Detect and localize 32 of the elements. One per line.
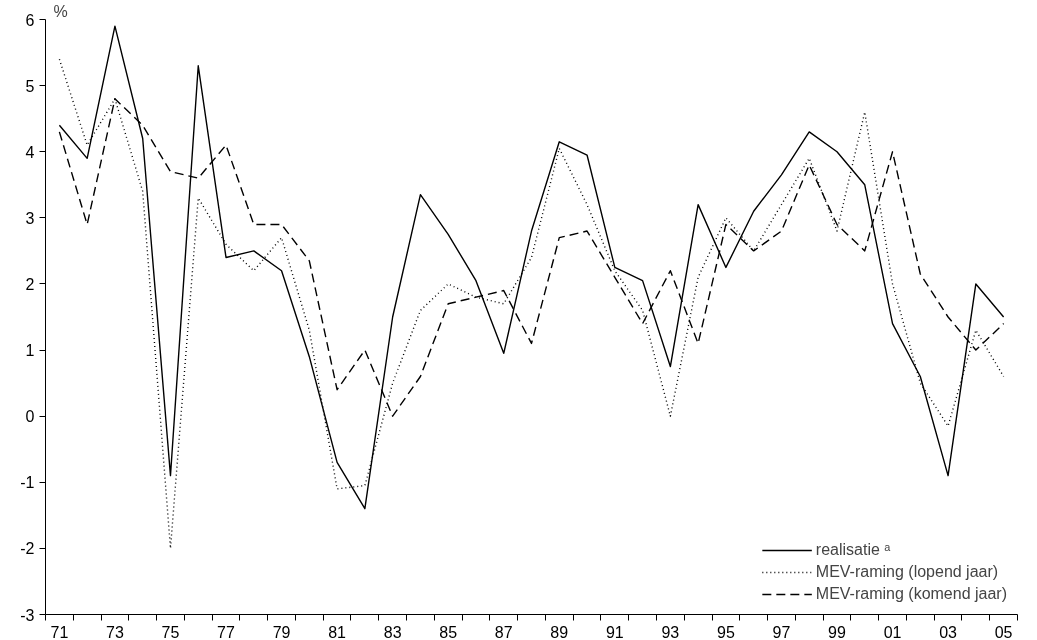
x-tick-label: 89 xyxy=(550,623,569,640)
x-tick-label: 77 xyxy=(217,623,236,640)
y-tick-label: -2 xyxy=(20,540,35,558)
y-tick-label: 2 xyxy=(25,275,35,293)
x-tick-label: 97 xyxy=(772,623,791,640)
x-tick-label: 85 xyxy=(439,623,458,640)
y-tick-label: 1 xyxy=(25,342,35,360)
x-tick-label: 71 xyxy=(50,623,69,640)
x-tick-label: 93 xyxy=(661,623,680,640)
x-tick-label: 91 xyxy=(605,623,624,640)
y-tick-label: -3 xyxy=(20,606,35,624)
x-tick-label: 75 xyxy=(161,623,180,640)
x-tick-label: 87 xyxy=(494,623,513,640)
x-tick-label: 83 xyxy=(383,623,402,640)
legend-label: realisatie ᵃ xyxy=(815,541,891,559)
y-tick-label: 5 xyxy=(25,77,35,95)
x-tick-label: 79 xyxy=(272,623,291,640)
x-tick-label: 01 xyxy=(883,623,902,640)
x-tick-label: 73 xyxy=(106,623,124,640)
y-tick-label: 0 xyxy=(25,408,35,426)
x-tick-label: 81 xyxy=(328,623,347,640)
x-tick-label: 99 xyxy=(828,623,846,640)
x-tick-label: 03 xyxy=(939,623,958,640)
y-tick-label: 6 xyxy=(25,11,35,29)
y-tick-label: 3 xyxy=(25,209,35,227)
y-tick-label: -1 xyxy=(20,474,35,492)
y-tick-label: 4 xyxy=(25,143,35,161)
x-tick-label: 05 xyxy=(994,623,1013,640)
y-axis-title: % xyxy=(53,2,68,20)
legend-label: MEV-raming (komend jaar) xyxy=(815,585,1007,603)
x-tick-label: 95 xyxy=(717,623,735,640)
legend-label: MEV-raming (lopend jaar) xyxy=(815,563,999,581)
